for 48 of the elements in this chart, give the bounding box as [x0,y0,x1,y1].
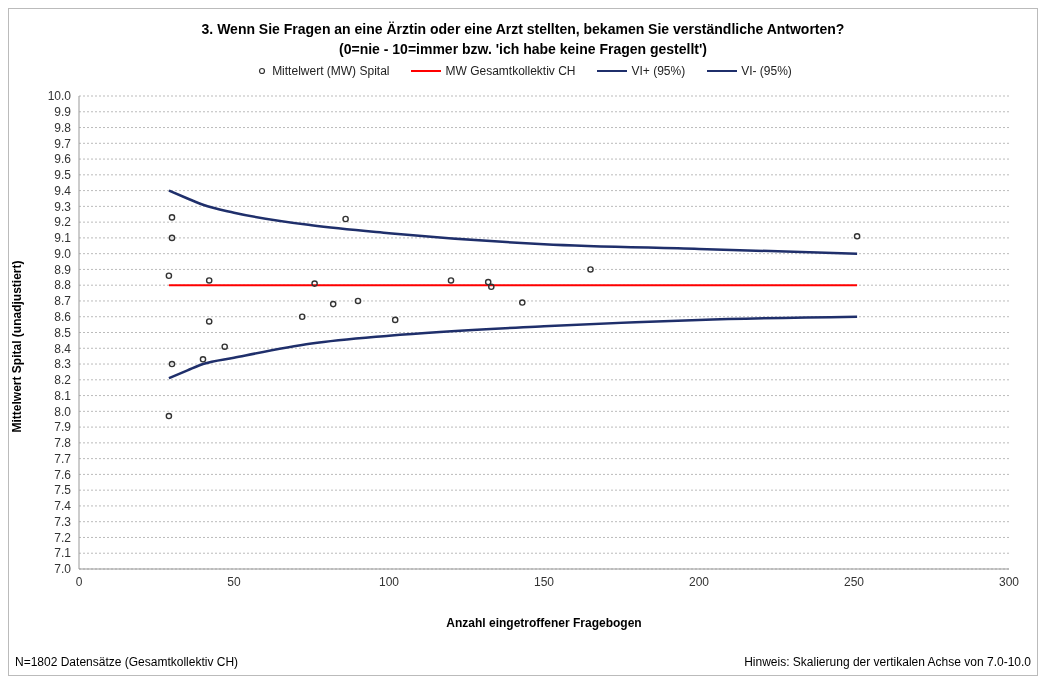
y-tick-label: 9.6 [54,152,72,167]
y-tick-label: 8.4 [54,341,72,356]
y-tick-label: 7.9 [54,420,72,435]
y-tick-label: 7.3 [54,514,72,529]
text: N=1802 Datensätze (Gesamtkollektiv CH) [15,655,239,669]
x-tick-label: 100 [378,574,400,589]
x-axis-title: Anzahl eingetroffener Fragebogen [446,616,642,630]
y-tick-label: 9.4 [54,183,72,198]
y-tick-label: 9.9 [54,105,72,120]
y-tick-label: 9.5 [54,168,72,183]
x-tick-label: 300 [998,574,1020,589]
y-tick-label: 7.6 [54,467,72,482]
y-tick-label: 8.7 [54,294,72,309]
y-tick-label: 8.9 [54,262,72,277]
y-tick-label: 7.7 [54,451,72,466]
legend-label: VI+ (95%) [631,64,686,78]
x-tick-label: 150 [533,574,555,589]
y-tick-label: 9.0 [54,246,72,261]
y-tick-label: 9.8 [54,120,72,135]
y-tick-label: 9.1 [54,231,72,246]
y-tick-label: 7.8 [54,436,72,451]
x-tick-label: 200 [688,574,710,589]
chart-title: 3. Wenn Sie Fragen an eine Ärztin oder eine Arzt stellten, bekamen Sie verständliche Antworten? [200,20,846,39]
y-tick-label: 7.4 [54,499,72,514]
y-tick-label: 9.7 [54,136,72,151]
y-tick-label: 8.3 [54,357,72,372]
legend-label: VI- (95%) [741,64,792,78]
x-tick-label: 0 [75,574,83,589]
y-tick-label: 9.3 [54,199,72,214]
text: Hinweis: Skalierung der vertikalen Achse von 7.0-10.0 [744,655,1031,669]
y-tick-label: 10.0 [47,89,72,104]
y-tick-label: 7.5 [54,483,72,498]
y-tick-label: 8.0 [54,404,72,419]
x-tick-label: 250 [843,574,865,589]
y-tick-label: 8.6 [54,309,72,324]
y-tick-label: 9.2 [54,215,72,230]
y-tick-label: 8.8 [54,278,72,293]
y-tick-label: 7.2 [54,530,72,545]
y-tick-label: 8.1 [54,388,72,403]
y-axis-title: Mittelwert Spital (unadjustiert) [10,260,25,433]
legend-label: MW Gesamtkollektiv CH [445,64,576,78]
y-tick-label: 7.1 [54,546,72,561]
x-tick-label: 50 [227,574,241,589]
y-tick-label: 8.5 [54,325,72,340]
legend-label: Mittelwert (MW) Spital [272,64,390,78]
y-tick-label: 7.0 [54,562,72,577]
chart-subtitle: (0=nie - 10=immer bzw. 'ich habe keine Fragen gestellt') [338,40,708,59]
y-tick-label: 8.2 [54,373,72,388]
